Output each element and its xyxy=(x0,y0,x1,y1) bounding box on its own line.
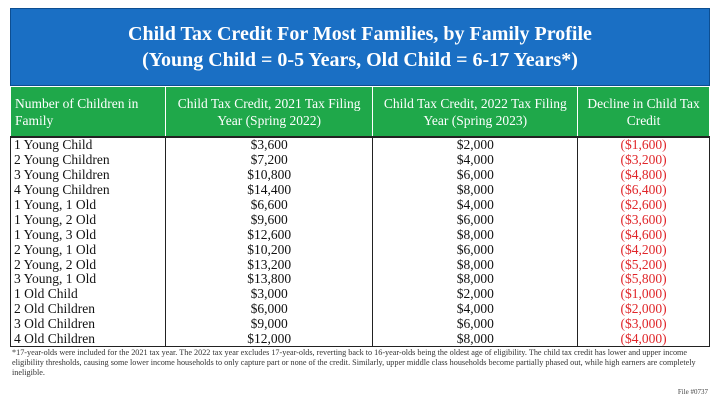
credit-2022-cell: $2,000 xyxy=(372,287,579,302)
decline-cell: ($6,400) xyxy=(577,183,710,198)
table-row: 4 Young Children $14,400 $8,000 ($6,400) xyxy=(10,183,710,198)
credit-2022-cell: $6,000 xyxy=(372,317,579,332)
header-row: Number of Children in Family Child Tax C… xyxy=(10,86,710,138)
credit-2022-cell: $6,000 xyxy=(372,168,579,183)
credit-2022-cell: $8,000 xyxy=(372,227,579,243)
family-profile-cell: 4 Young Children xyxy=(10,183,166,198)
family-profile-cell: 3 Young, 1 Old xyxy=(10,272,166,287)
family-profile-cell: 1 Old Child xyxy=(10,287,166,302)
decline-cell: ($4,800) xyxy=(577,168,710,183)
credit-2021-cell: $13,800 xyxy=(164,272,374,287)
credit-2021-cell: $12,000 xyxy=(164,331,374,348)
table-row: 4 Old Children $12,000 $8,000 ($4,000) xyxy=(10,331,710,348)
decline-cell: ($4,200) xyxy=(577,242,710,258)
credit-2022-cell: $6,000 xyxy=(372,212,579,228)
tax-credit-table: Number of Children in Family Child Tax C… xyxy=(10,86,710,348)
table-row: 3 Old Children $9,000 $6,000 ($3,000) xyxy=(10,317,710,332)
credit-2021-cell: $10,800 xyxy=(164,168,374,183)
family-profile-cell: 3 Old Children xyxy=(10,317,166,332)
family-profile-cell: 2 Young, 2 Old xyxy=(10,257,166,273)
title-line-1: Child Tax Credit For Most Families, by F… xyxy=(128,23,592,45)
table-row: 2 Young, 1 Old $10,200 $6,000 ($4,200) xyxy=(10,242,710,258)
credit-2021-cell: $13,200 xyxy=(164,257,374,273)
file-number: File #0737 xyxy=(677,388,708,396)
family-profile-cell: 1 Young, 1 Old xyxy=(10,198,166,213)
credit-2022-cell: $4,000 xyxy=(372,153,579,168)
credit-2021-cell: $12,600 xyxy=(164,227,374,243)
table-row: 1 Young, 1 Old $6,600 $4,000 ($2,600) xyxy=(10,198,710,213)
table-row: 1 Young Child $3,600 $2,000 ($1,600) xyxy=(10,137,710,153)
credit-2022-cell: $8,000 xyxy=(372,331,579,348)
credit-2021-cell: $10,200 xyxy=(164,242,374,258)
table-row: 1 Young, 2 Old $9,600 $6,000 ($3,600) xyxy=(10,212,710,228)
family-profile-cell: 2 Young, 1 Old xyxy=(10,242,166,258)
credit-2021-cell: $3,600 xyxy=(164,137,374,153)
column-header: Number of Children in Family xyxy=(10,86,166,138)
decline-cell: ($4,000) xyxy=(577,331,710,348)
decline-cell: ($5,800) xyxy=(577,272,710,287)
table-row: 2 Young Children $7,200 $4,000 ($3,200) xyxy=(10,153,710,168)
table-row: 1 Old Child $3,000 $2,000 ($1,000) xyxy=(10,287,710,302)
table-row: 2 Young, 2 Old $13,200 $8,000 ($5,200) xyxy=(10,257,710,273)
decline-cell: ($5,200) xyxy=(577,257,710,273)
family-profile-cell: 2 Young Children xyxy=(10,153,166,168)
credit-2022-cell: $6,000 xyxy=(372,242,579,258)
family-profile-cell: 4 Old Children xyxy=(10,331,166,348)
table-row: 3 Young, 1 Old $13,800 $8,000 ($5,800) xyxy=(10,272,710,287)
family-profile-cell: 1 Young, 3 Old xyxy=(10,227,166,243)
credit-2021-cell: $14,400 xyxy=(164,183,374,198)
credit-2021-cell: $9,600 xyxy=(164,212,374,228)
credit-2022-cell: $2,000 xyxy=(372,137,579,153)
credit-2021-cell: $6,000 xyxy=(164,302,374,317)
credit-2021-cell: $3,000 xyxy=(164,287,374,302)
decline-cell: ($2,600) xyxy=(577,198,710,213)
family-profile-cell: 1 Young Child xyxy=(10,137,166,153)
credit-2021-cell: $9,000 xyxy=(164,317,374,332)
column-header: Child Tax Credit, 2022 Tax Filing Year (… xyxy=(372,86,579,138)
decline-cell: ($3,600) xyxy=(577,212,710,228)
credit-2022-cell: $4,000 xyxy=(372,302,579,317)
table-row: 3 Young Children $10,800 $6,000 ($4,800) xyxy=(10,168,710,183)
title-line-2: (Young Child = 0-5 Years, Old Child = 6-… xyxy=(142,49,578,71)
decline-cell: ($3,200) xyxy=(577,153,710,168)
credit-2022-cell: $8,000 xyxy=(372,183,579,198)
decline-cell: ($3,000) xyxy=(577,317,710,332)
credit-2021-cell: $7,200 xyxy=(164,153,374,168)
credit-2022-cell: $4,000 xyxy=(372,198,579,213)
credit-2021-cell: $6,600 xyxy=(164,198,374,213)
decline-cell: ($1,600) xyxy=(577,137,710,153)
column-header: Child Tax Credit, 2021 Tax Filing Year (… xyxy=(164,86,374,138)
decline-cell: ($4,600) xyxy=(577,227,710,243)
table-row: 2 Old Children $6,000 $4,000 ($2,000) xyxy=(10,302,710,317)
table-row: 1 Young, 3 Old $12,600 $8,000 ($4,600) xyxy=(10,227,710,243)
decline-cell: ($2,000) xyxy=(577,302,710,317)
decline-cell: ($1,000) xyxy=(577,287,710,302)
family-profile-cell: 3 Young Children xyxy=(10,168,166,183)
family-profile-cell: 1 Young, 2 Old xyxy=(10,212,166,228)
footnote: *17-year-olds were included for the 2021… xyxy=(12,348,696,377)
credit-2022-cell: $8,000 xyxy=(372,272,579,287)
credit-2022-cell: $8,000 xyxy=(372,257,579,273)
table-title: Child Tax Credit For Most Families, by F… xyxy=(10,8,710,86)
family-profile-cell: 2 Old Children xyxy=(10,302,166,317)
column-header: Decline in Child Tax Credit xyxy=(577,86,710,138)
